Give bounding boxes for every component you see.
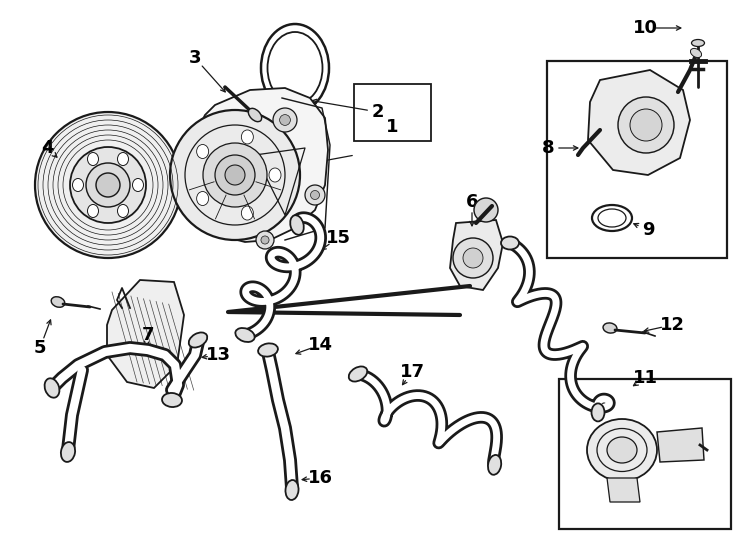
Polygon shape: [657, 428, 704, 462]
Ellipse shape: [87, 152, 98, 166]
Ellipse shape: [117, 152, 128, 166]
Text: 10: 10: [633, 19, 658, 37]
Ellipse shape: [587, 419, 657, 481]
Ellipse shape: [51, 296, 65, 307]
Ellipse shape: [241, 130, 253, 144]
Ellipse shape: [117, 205, 128, 218]
Ellipse shape: [691, 49, 702, 58]
Ellipse shape: [133, 179, 144, 192]
Circle shape: [453, 238, 493, 278]
Circle shape: [203, 143, 267, 207]
Ellipse shape: [598, 209, 626, 227]
Circle shape: [305, 185, 325, 205]
Ellipse shape: [607, 437, 637, 463]
Circle shape: [280, 114, 291, 125]
Ellipse shape: [286, 480, 299, 500]
Circle shape: [310, 191, 319, 199]
Text: 7: 7: [142, 326, 154, 344]
Ellipse shape: [349, 367, 367, 382]
Ellipse shape: [45, 379, 59, 397]
Ellipse shape: [501, 237, 519, 249]
Circle shape: [70, 147, 146, 223]
Polygon shape: [107, 280, 184, 388]
Text: 8: 8: [542, 139, 554, 157]
Ellipse shape: [87, 205, 98, 218]
Polygon shape: [607, 478, 640, 502]
Text: 11: 11: [633, 369, 658, 387]
Circle shape: [170, 110, 300, 240]
Polygon shape: [588, 70, 690, 175]
Ellipse shape: [189, 333, 207, 348]
Ellipse shape: [241, 206, 253, 220]
Ellipse shape: [73, 179, 84, 192]
Ellipse shape: [603, 323, 617, 333]
Ellipse shape: [236, 328, 255, 342]
Ellipse shape: [197, 192, 208, 206]
Polygon shape: [190, 88, 328, 242]
Ellipse shape: [691, 39, 705, 46]
Text: 3: 3: [189, 49, 201, 67]
Circle shape: [463, 248, 483, 268]
Ellipse shape: [488, 455, 501, 475]
Circle shape: [96, 173, 120, 197]
Circle shape: [618, 97, 674, 153]
Circle shape: [261, 236, 269, 244]
Circle shape: [256, 231, 274, 249]
Text: 16: 16: [308, 469, 333, 487]
Ellipse shape: [258, 343, 278, 356]
Text: 9: 9: [642, 221, 654, 239]
Ellipse shape: [162, 393, 182, 407]
Text: 17: 17: [399, 363, 424, 381]
Text: 15: 15: [325, 229, 351, 247]
Text: 5: 5: [34, 339, 46, 357]
Ellipse shape: [269, 168, 281, 182]
Circle shape: [273, 108, 297, 132]
Circle shape: [86, 163, 130, 207]
Ellipse shape: [248, 109, 261, 122]
Text: 14: 14: [308, 336, 333, 354]
Circle shape: [225, 165, 245, 185]
Text: 4: 4: [41, 139, 54, 157]
Text: 6: 6: [466, 193, 479, 211]
Circle shape: [630, 109, 662, 141]
Ellipse shape: [290, 215, 304, 235]
Text: 1: 1: [386, 118, 399, 136]
Circle shape: [35, 112, 181, 258]
Text: 12: 12: [660, 316, 685, 334]
Circle shape: [474, 198, 498, 222]
Ellipse shape: [197, 145, 208, 158]
Text: 2: 2: [371, 103, 385, 121]
Circle shape: [215, 155, 255, 195]
Polygon shape: [450, 220, 503, 290]
Text: 13: 13: [206, 346, 230, 364]
Ellipse shape: [61, 442, 75, 462]
Ellipse shape: [592, 403, 605, 421]
